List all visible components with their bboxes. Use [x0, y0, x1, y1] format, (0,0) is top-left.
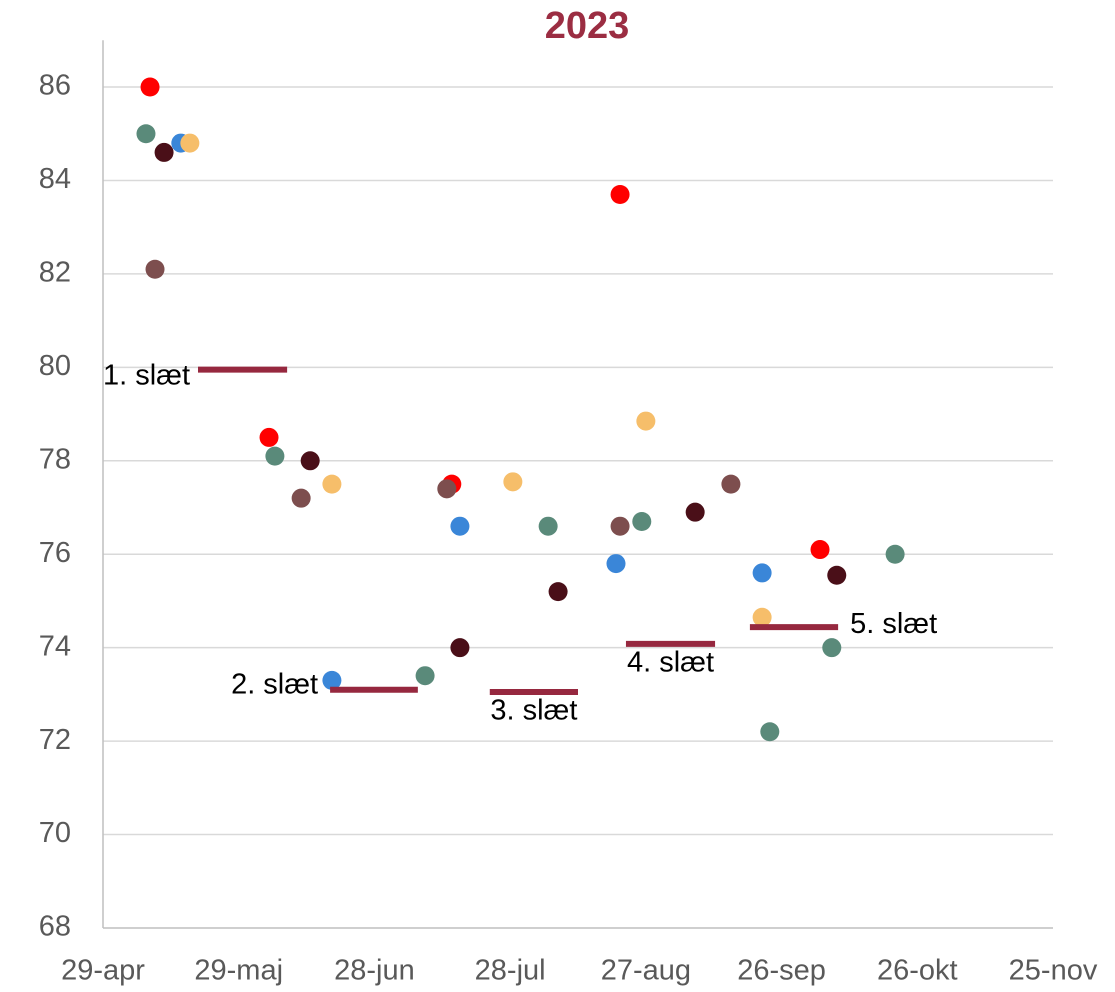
data-point — [322, 670, 342, 690]
data-point — [827, 565, 847, 585]
y-tick-label: 70 — [39, 817, 71, 849]
x-tick-label: 27-aug — [601, 955, 691, 987]
x-tick-label: 26-okt — [877, 955, 958, 987]
data-point — [503, 472, 523, 492]
x-tick-label: 28-jun — [334, 955, 415, 987]
data-point — [636, 411, 656, 431]
data-point — [610, 184, 630, 204]
y-tick-label: 74 — [39, 630, 71, 662]
chart-title: 2023 — [545, 5, 630, 47]
cut-label: 1. slæt — [103, 359, 190, 391]
y-tick-label: 82 — [39, 257, 71, 289]
data-point — [685, 502, 705, 522]
y-tick-label: 86 — [39, 70, 71, 102]
cut-label: 5. slæt — [850, 608, 937, 640]
x-tick-label: 28-jul — [475, 955, 546, 987]
cut-label: 2. slæt — [231, 668, 318, 700]
data-point — [291, 488, 311, 508]
y-tick-label: 72 — [39, 724, 71, 756]
data-point — [632, 512, 652, 532]
cut-label: 4. slæt — [627, 647, 714, 679]
y-tick-label: 76 — [39, 537, 71, 569]
data-point — [721, 474, 741, 494]
y-tick-label: 80 — [39, 350, 71, 382]
data-point — [265, 446, 285, 466]
y-tick-label: 68 — [39, 911, 71, 943]
data-point — [822, 638, 842, 658]
data-point — [610, 516, 630, 536]
data-point — [885, 544, 905, 564]
data-point — [810, 540, 830, 560]
data-point — [140, 77, 160, 97]
data-point — [437, 479, 457, 499]
data-point — [154, 142, 174, 162]
data-point — [548, 582, 568, 602]
y-tick-label: 78 — [39, 443, 71, 475]
data-point — [606, 554, 626, 574]
x-tick-label: 26-sep — [737, 955, 826, 987]
data-point — [145, 259, 165, 279]
x-tick-label: 29-apr — [61, 955, 145, 987]
data-point — [752, 607, 772, 627]
data-point — [450, 516, 470, 536]
data-point — [760, 722, 780, 742]
data-point — [300, 451, 320, 471]
y-tick-label: 84 — [39, 163, 71, 195]
x-tick-label: 25-nov — [1009, 955, 1098, 987]
cut-label: 3. slæt — [490, 695, 577, 727]
data-point — [259, 427, 279, 447]
data-point — [450, 638, 470, 658]
data-point — [752, 563, 772, 583]
data-point — [415, 666, 435, 686]
data-point — [538, 516, 558, 536]
data-point — [322, 474, 342, 494]
data-point — [136, 124, 156, 144]
x-tick-label: 29-maj — [194, 955, 283, 987]
data-point — [180, 133, 200, 153]
